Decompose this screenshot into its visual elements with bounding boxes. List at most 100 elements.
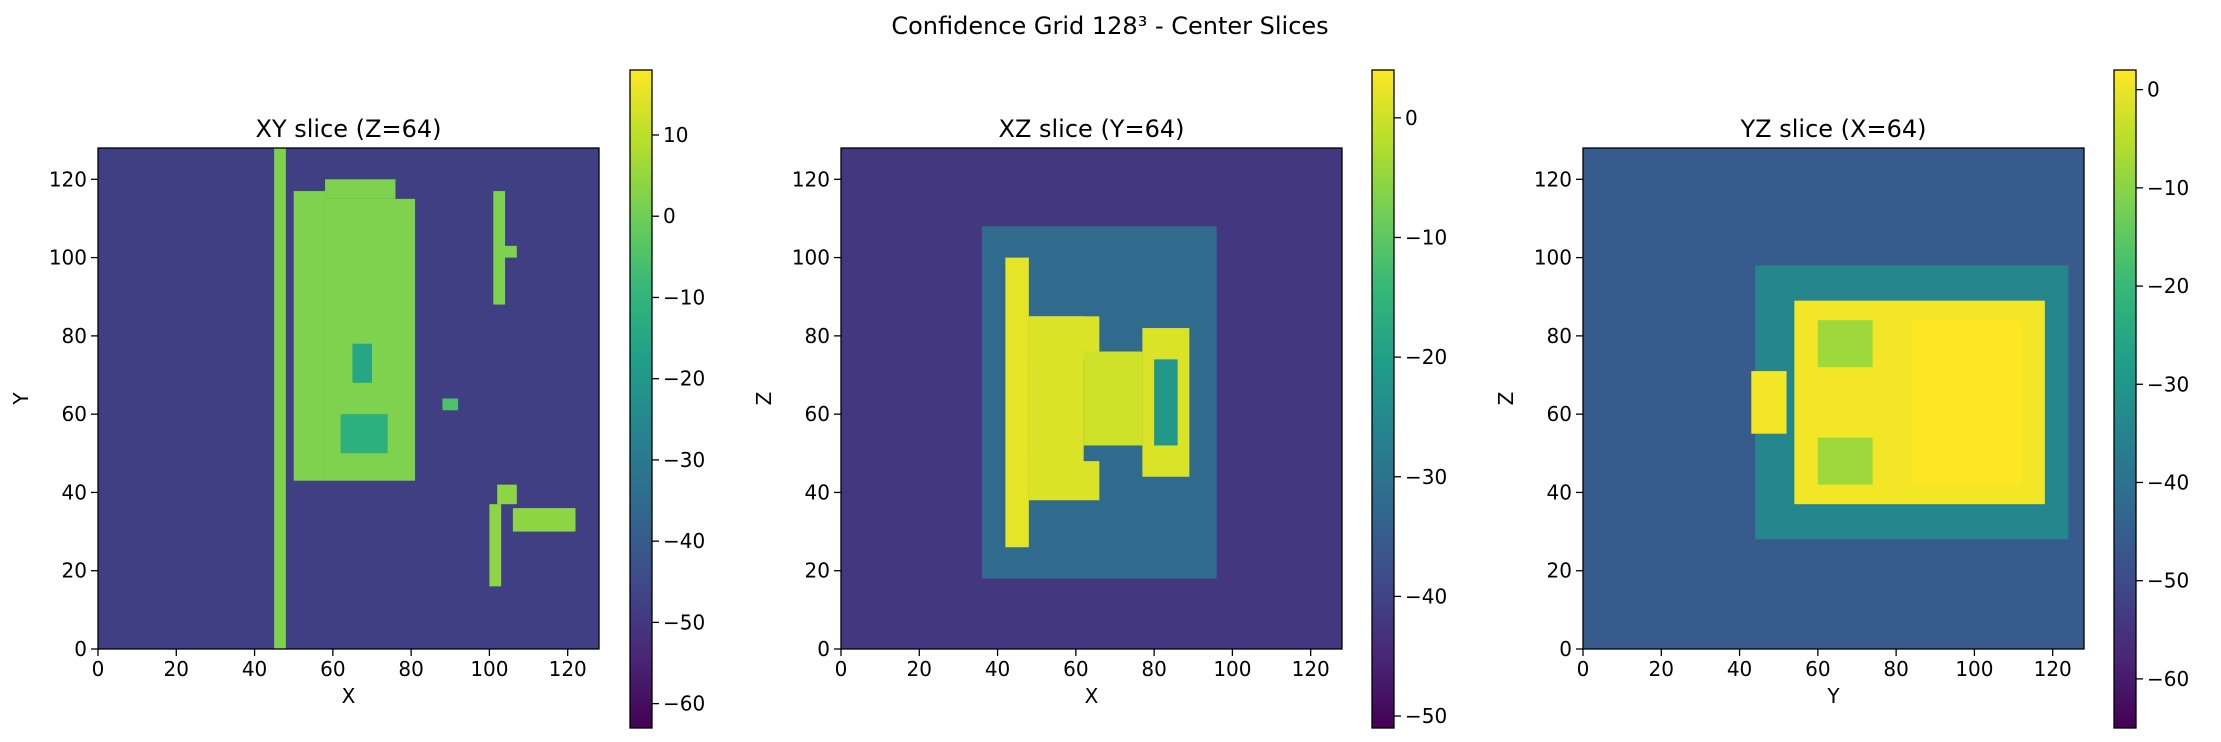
colorbar-tick-label: −50: [663, 610, 705, 634]
heatmap: [1583, 148, 2084, 649]
heatmap-region: [489, 504, 502, 587]
heatmap-region: [1083, 351, 1143, 446]
y-tick-label: 40: [62, 480, 87, 504]
x-tick-label: 40: [242, 657, 267, 681]
x-tick-label: 120: [2034, 657, 2072, 681]
colorbar: [630, 70, 652, 728]
colorbar-tick-label: −20: [663, 367, 705, 391]
colorbar-tick-label: −30: [1405, 465, 1447, 489]
y-tick-label: 0: [74, 637, 87, 661]
x-axis-label: X: [342, 684, 356, 708]
colorbar-frame: [1371, 69, 1395, 729]
colorbar-tick-label: −60: [2147, 667, 2189, 691]
y-tick-label: 20: [805, 559, 830, 583]
colorbar-tick-label: −50: [1405, 704, 1447, 728]
colorbar-tick-label: −60: [663, 692, 705, 716]
heatmap-region: [442, 398, 459, 411]
heatmap-region: [1028, 461, 1100, 501]
heatmap-region: [1005, 257, 1029, 548]
heatmap-region: [501, 245, 517, 258]
y-axis-label: Z: [1494, 392, 1518, 406]
y-tick-label: 80: [805, 324, 830, 348]
x-axis-label: X: [1085, 684, 1099, 708]
y-tick-label: 80: [1547, 324, 1572, 348]
panel-title: XZ slice (Y=64): [999, 115, 1185, 143]
y-tick-label: 0: [817, 637, 830, 661]
heatmap-region: [1154, 359, 1178, 446]
y-tick-label: 0: [1559, 637, 1572, 661]
x-tick-label: 120: [549, 657, 587, 681]
colorbar-tick-label: −10: [2147, 176, 2189, 200]
y-tick-label: 120: [1534, 167, 1572, 191]
panel-3: YZ slice (X=64) 0 20 40 60 80 100 120 0 20 40 60 80 1…: [1494, 69, 2189, 729]
axes-frame: [1582, 147, 2085, 650]
panel-1: XY slice (Z=64)0 20 40 60 80 100 1200204060801…: [9, 69, 705, 729]
x-tick-label: 40: [1727, 657, 1752, 681]
heatmap-region: [274, 148, 286, 649]
panel-title: XY slice (Z=64): [256, 115, 442, 143]
colorbar: [1372, 70, 1394, 728]
heatmap-region: [325, 179, 396, 199]
figure-title: Confidence Grid 128³ - Center Slices: [891, 12, 1328, 40]
axes-frame: [97, 147, 600, 650]
colorbar-tick-label: 0: [663, 204, 676, 228]
x-tick-label: 60: [1063, 657, 1088, 681]
colorbar-tick-label: −30: [663, 448, 705, 472]
colorbar-tick-label: −40: [1405, 584, 1447, 608]
x-tick-label: 0: [1577, 657, 1590, 681]
y-tick-label: 120: [792, 167, 830, 191]
x-tick-label: 100: [1213, 657, 1251, 681]
y-tick-label: 100: [49, 246, 87, 270]
x-tick-label: 60: [1805, 657, 1830, 681]
colorbar-tick-label: −20: [2147, 274, 2189, 298]
y-tick-label: 40: [805, 480, 830, 504]
colorbar-frame: [629, 69, 653, 729]
y-axis-label: Y: [9, 392, 33, 406]
colorbar: [2114, 70, 2136, 728]
x-tick-label: 0: [92, 657, 105, 681]
y-tick-label: 100: [1534, 246, 1572, 270]
heatmap-region: [352, 343, 372, 383]
x-tick-label: 100: [1955, 657, 1993, 681]
colorbar-tick-label: −40: [663, 529, 705, 553]
y-tick-label: 20: [1547, 559, 1572, 583]
panel-2: XZ slice (Y=64) 0 20 40 60 80 100 120 0 20 40 60 80 1…: [752, 69, 1447, 729]
heatmap-region: [1911, 320, 2022, 485]
heatmap: [841, 148, 1342, 649]
x-tick-label: 80: [1141, 657, 1166, 681]
x-tick-label: 80: [398, 657, 423, 681]
colorbar-tick-label: −40: [2147, 470, 2189, 494]
heatmap-region: [293, 191, 326, 481]
y-tick-label: 40: [1547, 480, 1572, 504]
x-tick-label: 20: [1649, 657, 1674, 681]
y-tick-label: 120: [49, 167, 87, 191]
heatmap-region: [340, 414, 388, 454]
x-axis-label: Y: [1826, 684, 1840, 708]
y-axis-label: Z: [752, 392, 776, 406]
colorbar-tick-label: −30: [2147, 372, 2189, 396]
colorbar-tick-label: −20: [1405, 345, 1447, 369]
colorbar-tick-label: 10: [663, 123, 688, 147]
colorbar-tick-label: −10: [1405, 225, 1447, 249]
colorbar-tick-label: 0: [2147, 78, 2160, 102]
x-tick-label: 100: [470, 657, 508, 681]
axes-frame: [840, 147, 1343, 650]
panels: XY slice (Z=64)0 20 40 60 80 100 1200204060801…: [9, 69, 2189, 729]
colorbar-frame: [2113, 69, 2137, 729]
y-tick-label: 60: [805, 402, 830, 426]
colorbar-tick-label: −50: [2147, 569, 2189, 593]
y-tick-label: 60: [1547, 402, 1572, 426]
y-tick-label: 80: [62, 324, 87, 348]
heatmap-region: [493, 191, 506, 305]
heatmap: [98, 148, 599, 649]
y-tick-label: 20: [62, 559, 87, 583]
x-tick-label: 0: [835, 657, 848, 681]
x-tick-label: 60: [320, 657, 345, 681]
y-tick-label: 60: [62, 402, 87, 426]
heatmap-region: [1817, 437, 1873, 485]
x-tick-label: 80: [1883, 657, 1908, 681]
heatmap-region: [497, 484, 517, 505]
x-tick-label: 20: [164, 657, 189, 681]
x-tick-label: 120: [1292, 657, 1330, 681]
